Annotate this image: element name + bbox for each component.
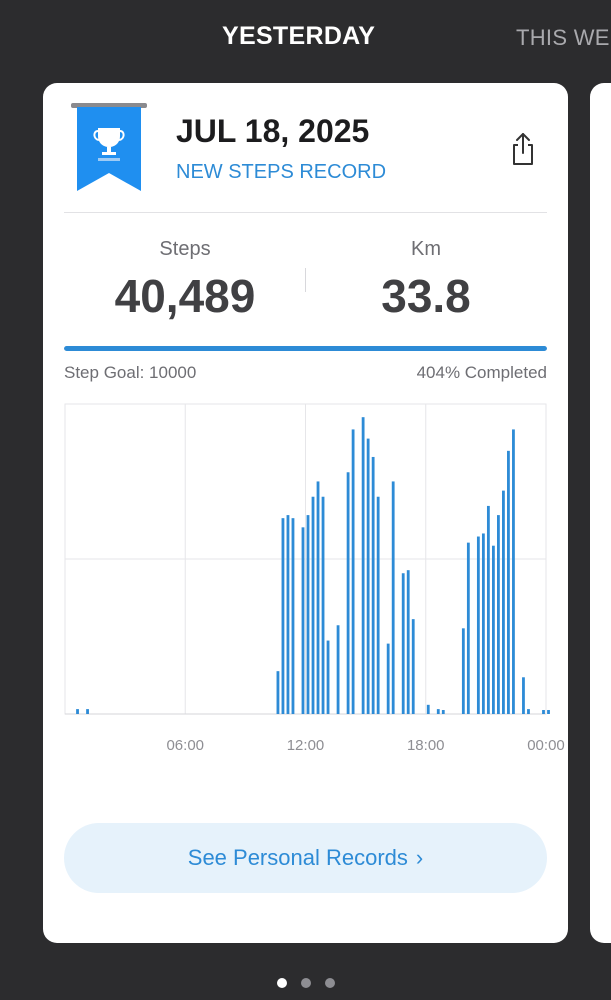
chart-bar — [401, 573, 405, 714]
chart-bar — [522, 677, 525, 714]
chart-tick-label: 18:00 — [407, 737, 445, 754]
chart-bar — [306, 515, 310, 714]
chart-bar — [512, 429, 515, 714]
chart-bar — [436, 709, 440, 714]
chart-bar — [351, 429, 355, 714]
chart-bar — [366, 438, 370, 714]
chart-bar — [286, 515, 290, 714]
stats-separator — [305, 268, 306, 292]
completion-label: 404% Completed — [416, 363, 547, 382]
chart-tick-label: 00:00 — [527, 737, 565, 754]
chevron-right-icon: › — [415, 845, 424, 870]
chart-bar — [376, 496, 380, 714]
chart-bar — [426, 704, 430, 714]
page-dot[interactable] — [324, 978, 335, 988]
chart-bar — [76, 709, 79, 714]
step-goal-label: Step Goal: 10000 — [64, 363, 197, 382]
chart-bar — [326, 640, 330, 714]
see-personal-records-button[interactable]: See Personal Records › — [64, 823, 547, 893]
tab-yesterday[interactable]: YESTERDAY — [222, 22, 376, 50]
page-dot[interactable] — [276, 978, 287, 988]
daily-summary-card: JUL 18, 2025 NEW STEPS RECORD Steps 40,4… — [43, 83, 568, 943]
chart-bar — [466, 542, 470, 714]
steps-value: 40,489 — [114, 270, 256, 322]
chart-bar — [542, 710, 545, 714]
card-date: JUL 18, 2025 — [176, 113, 370, 149]
km-label: Km — [411, 238, 441, 260]
share-icon[interactable] — [507, 131, 539, 167]
chart-bar — [491, 545, 495, 714]
chart-bar — [371, 456, 375, 714]
chart-bar — [361, 417, 365, 714]
chart-bar — [476, 536, 480, 714]
period-tabs: YESTERDAY THIS WE — [0, 0, 611, 80]
chart-bar — [507, 450, 510, 714]
chart-bar — [346, 472, 350, 714]
chart-bar — [461, 628, 465, 714]
tab-this-week[interactable]: THIS WE — [516, 25, 610, 50]
chart-bar — [547, 710, 550, 714]
chart-bar — [486, 505, 490, 714]
header-divider — [64, 212, 547, 213]
chart-bar — [497, 515, 500, 714]
km-value: 33.8 — [381, 270, 471, 322]
steps-label: Steps — [159, 238, 211, 260]
chart-bar — [527, 709, 530, 714]
chart-bar — [386, 643, 390, 714]
next-card-peek[interactable] — [590, 83, 611, 943]
chart-bar — [316, 481, 320, 714]
chart-bar — [406, 570, 410, 714]
chart-bar — [391, 481, 395, 714]
goal-progress-bar — [64, 346, 547, 351]
chart-bar — [86, 709, 89, 714]
chart-bar — [321, 496, 325, 714]
chart-bar — [502, 490, 505, 714]
chart-bar — [441, 710, 445, 714]
hourly-steps-chart: 06:00 12:00 18:00 00:00 — [64, 403, 565, 754]
chart-tick-label: 06:00 — [166, 737, 204, 754]
chart-bar — [281, 518, 285, 714]
chart-bar — [411, 619, 415, 714]
chart-tick-label: 12:00 — [287, 737, 325, 754]
chart-bar — [291, 518, 295, 714]
chart-bar — [301, 527, 305, 714]
page-indicator[interactable] — [0, 978, 611, 990]
chart-bar — [481, 533, 485, 714]
record-label: NEW STEPS RECORD — [176, 161, 387, 183]
chart-bar — [311, 496, 315, 714]
chart-bar — [276, 671, 280, 714]
goal-progress-fill — [64, 346, 547, 351]
trophy-ribbon-icon — [71, 103, 147, 191]
see-personal-records-label: See Personal Records — [187, 845, 408, 870]
chart-bar — [336, 625, 340, 714]
page-dot[interactable] — [300, 978, 311, 988]
